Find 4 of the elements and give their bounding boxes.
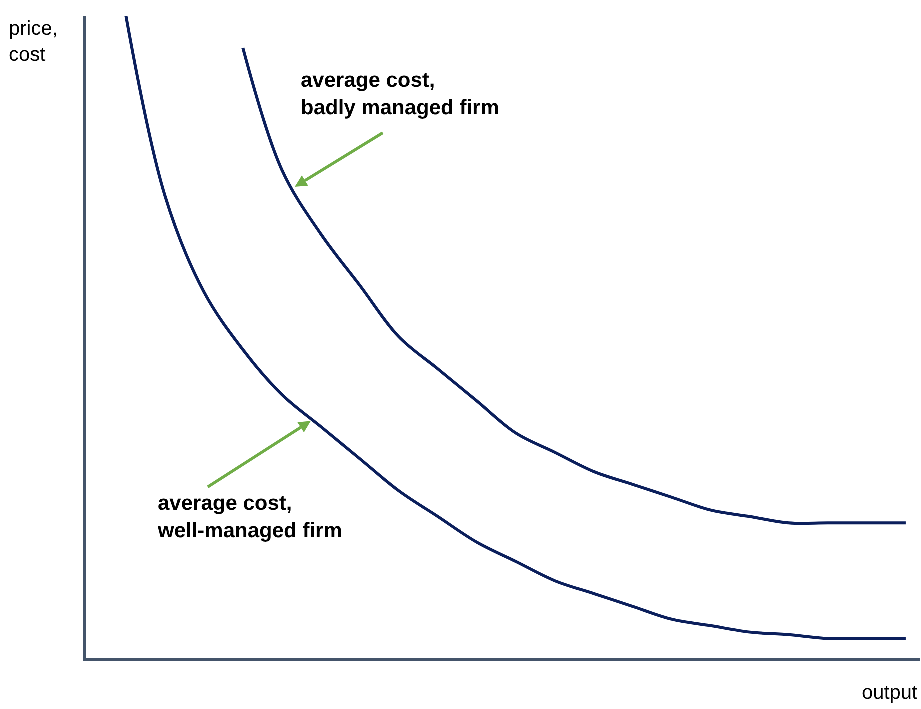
x-axis-title: output (862, 682, 918, 704)
annotation: average cost, well-managed firm (157, 492, 342, 542)
y-axis-title: price, cost (9, 18, 58, 66)
annotation: average cost, badly managed firm (301, 69, 500, 120)
